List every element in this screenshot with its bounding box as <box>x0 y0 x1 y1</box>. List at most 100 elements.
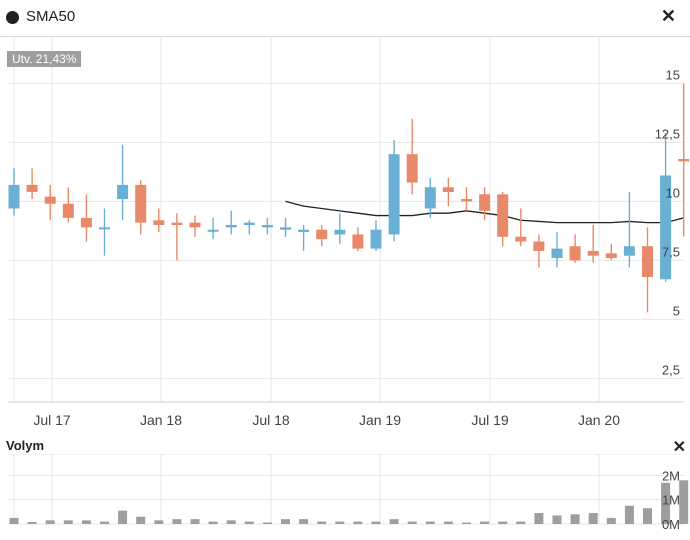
volume-bar[interactable] <box>371 521 381 524</box>
volume-bar[interactable] <box>425 521 435 524</box>
volume-bar[interactable] <box>244 521 254 524</box>
volume-bar[interactable] <box>534 513 544 524</box>
y-tick-label: 12,5 <box>655 126 680 141</box>
volume-bar[interactable] <box>570 514 580 524</box>
volume-bar[interactable] <box>588 513 598 524</box>
volume-bar[interactable] <box>281 519 290 524</box>
volume-bar[interactable] <box>643 508 652 524</box>
candle-body[interactable] <box>461 199 472 202</box>
candle-body[interactable] <box>316 229 328 240</box>
x-tick-label: Jan 19 <box>359 412 401 428</box>
volume-bar[interactable] <box>679 480 689 524</box>
change-badge: Utv. 21,43% <box>7 51 82 67</box>
candle-body[interactable] <box>678 158 690 162</box>
volume-bar[interactable] <box>353 521 363 524</box>
price-chart: 2,5 5 7,5 10 12,5 15 Jul 17 Jan 18 Jul 18 Jan 19… <box>8 38 690 428</box>
candle-body[interactable] <box>80 217 92 228</box>
candle-body[interactable] <box>551 248 563 259</box>
volume-bar[interactable] <box>407 521 417 524</box>
candle-body[interactable] <box>442 187 454 192</box>
volume-bar[interactable] <box>552 515 562 525</box>
close-icon[interactable]: ✕ <box>672 439 686 456</box>
volume-y-tick-label: 0M <box>662 517 680 532</box>
candle-body[interactable] <box>587 250 599 256</box>
candle-body[interactable] <box>243 222 255 225</box>
volume-y-tick-label: 2M <box>662 468 680 483</box>
volume-bar[interactable] <box>262 522 272 525</box>
candle-body[interactable] <box>352 234 364 249</box>
x-tick-label: Jan 18 <box>140 412 182 428</box>
candle-body[interactable] <box>334 229 346 235</box>
candle-body[interactable] <box>497 194 509 237</box>
volume-bar[interactable] <box>63 520 73 524</box>
candle-body[interactable] <box>424 187 436 209</box>
candle-body[interactable] <box>406 154 418 183</box>
volume-bar[interactable] <box>190 519 200 524</box>
y-tick-label: 2,5 <box>662 362 680 377</box>
volume-bar[interactable] <box>9 517 19 524</box>
volume-bar[interactable] <box>661 482 671 524</box>
candle-body[interactable] <box>99 227 110 230</box>
candle-body[interactable] <box>225 225 237 228</box>
volume-bar[interactable] <box>443 521 453 524</box>
volume-bar[interactable] <box>317 521 327 524</box>
volume-bar[interactable] <box>516 521 526 524</box>
candle-body[interactable] <box>533 241 545 251</box>
volume-bar[interactable] <box>172 519 182 524</box>
candle-body[interactable] <box>117 184 129 200</box>
candle-body[interactable] <box>189 222 201 228</box>
candle-body[interactable] <box>153 220 165 225</box>
candle-body[interactable] <box>8 184 20 209</box>
volume-bar[interactable] <box>480 521 490 524</box>
candle-body[interactable] <box>370 229 382 249</box>
x-tick-label: Jul 17 <box>33 412 71 428</box>
candle-body[interactable] <box>62 203 74 218</box>
candle-body[interactable] <box>623 246 635 256</box>
candle-body[interactable] <box>642 246 653 277</box>
volume-bar[interactable] <box>226 520 236 524</box>
volume-bar[interactable] <box>118 510 128 524</box>
candle-body[interactable] <box>207 229 219 232</box>
x-tick-label: Jul 19 <box>471 412 509 428</box>
volume-bar[interactable] <box>136 516 146 524</box>
volume-bar[interactable] <box>299 519 309 524</box>
volume-bar[interactable] <box>208 521 218 524</box>
y-tick-label: 10 <box>666 185 680 200</box>
volume-bar[interactable] <box>624 505 634 524</box>
y-tick-label: 5 <box>673 303 680 318</box>
candle-body[interactable] <box>135 184 147 223</box>
volume-bar[interactable] <box>389 519 399 524</box>
volume-chart: 0M 1M 2M <box>8 454 689 532</box>
x-tick-label: Jan 20 <box>578 412 620 428</box>
volume-bar[interactable] <box>100 521 109 524</box>
close-icon[interactable]: ✕ <box>660 6 676 26</box>
volume-bar[interactable] <box>154 520 164 524</box>
candle-body[interactable] <box>388 154 400 235</box>
volume-bar[interactable] <box>462 522 471 525</box>
candle-body[interactable] <box>298 229 310 233</box>
window-header: SMA50 ✕ <box>0 0 690 37</box>
candle-body[interactable] <box>569 246 581 261</box>
volume-panel-title: Volym <box>6 438 45 453</box>
candle-body[interactable] <box>261 225 273 228</box>
volume-bar[interactable] <box>606 517 616 524</box>
y-tick-label: 7,5 <box>662 244 680 259</box>
candle-body[interactable] <box>26 184 38 192</box>
series-color-dot-icon <box>6 11 19 24</box>
volume-bar[interactable] <box>335 521 345 524</box>
candle-body[interactable] <box>515 236 527 242</box>
volume-bar[interactable] <box>45 520 55 524</box>
volume-bar[interactable] <box>27 522 37 524</box>
candle-body[interactable] <box>171 222 183 225</box>
candle-body[interactable] <box>660 175 672 280</box>
volume-bar[interactable] <box>498 521 508 524</box>
y-tick-label: 15 <box>666 67 680 82</box>
candle-body[interactable] <box>605 253 617 259</box>
volume-bar[interactable] <box>81 520 91 524</box>
candle-body[interactable] <box>280 227 291 230</box>
x-tick-label: Jul 18 <box>252 412 290 428</box>
candle-body[interactable] <box>44 196 56 204</box>
candle-body[interactable] <box>479 194 491 211</box>
volume-y-tick-label: 1M <box>662 493 680 508</box>
header-title: SMA50 <box>26 8 76 25</box>
